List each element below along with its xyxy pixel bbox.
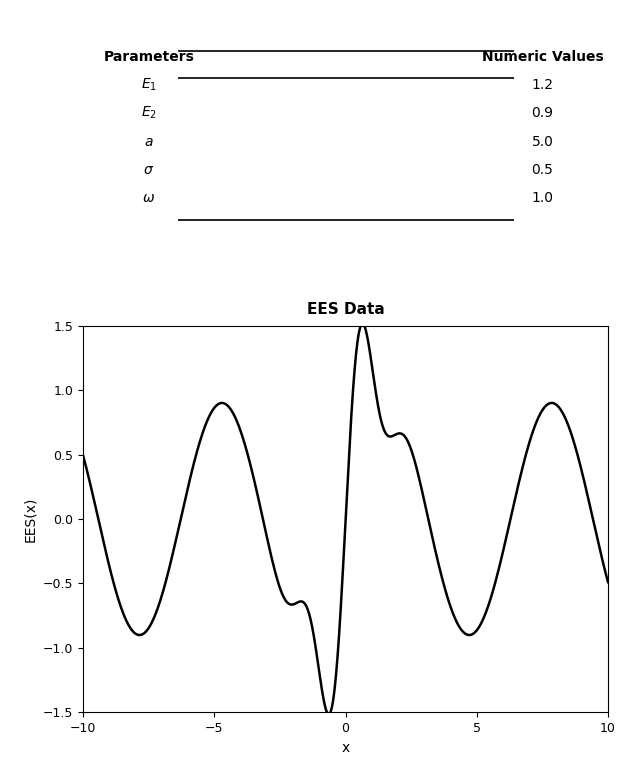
X-axis label: x: x xyxy=(342,741,349,755)
Title: EES Data: EES Data xyxy=(307,303,385,317)
Y-axis label: EES(x): EES(x) xyxy=(24,496,37,542)
